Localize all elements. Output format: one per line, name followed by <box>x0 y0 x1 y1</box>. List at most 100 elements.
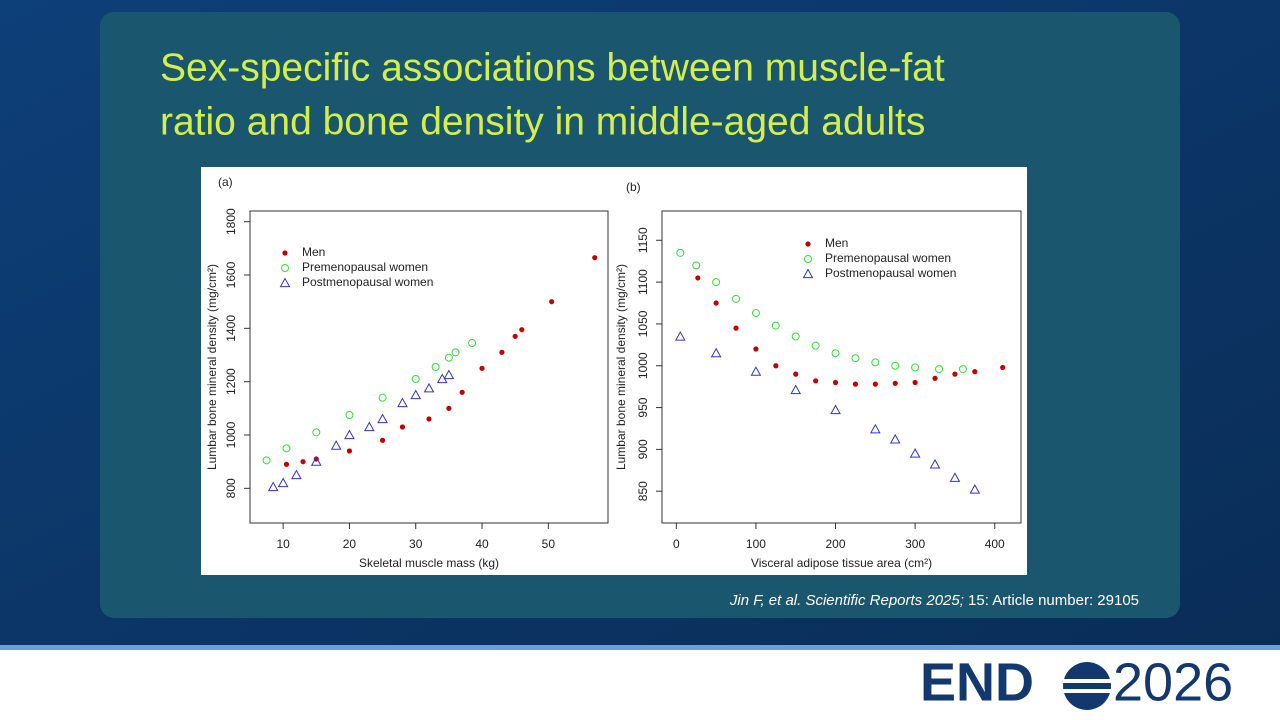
data-point <box>773 363 779 369</box>
data-point <box>549 299 555 305</box>
data-point <box>283 461 290 467</box>
legend-marker <box>281 264 289 272</box>
data-point <box>411 375 420 383</box>
data-point <box>330 440 342 450</box>
data-point <box>793 371 799 377</box>
panel-label: (b) <box>626 180 641 194</box>
data-point <box>399 424 406 430</box>
data-point <box>750 366 762 376</box>
data-point <box>710 347 722 358</box>
slide-title: ratio and bone density in middle-aged ad… <box>160 100 925 143</box>
data-point <box>972 369 978 375</box>
logo-right: 2026 <box>1113 652 1233 712</box>
citation: Jin F, et al. Scientific Reports 2025; 1… <box>729 592 1139 609</box>
x-axis-label: Skeletal muscle mass (kg) <box>359 556 499 570</box>
data-point <box>932 375 938 381</box>
citation-detail: 15: Article number: 29105 <box>964 592 1139 609</box>
y-tick-label: 900 <box>636 439 650 459</box>
data-point <box>344 429 355 440</box>
legend-marker <box>802 268 814 279</box>
data-point <box>378 393 387 402</box>
data-point <box>397 397 408 408</box>
data-point <box>949 472 961 482</box>
data-point <box>410 389 422 400</box>
legend-label: Postmenopausal women <box>302 275 433 289</box>
x-tick-label: 300 <box>905 537 925 551</box>
data-point <box>282 444 291 453</box>
y-tick-label: 1400 <box>224 315 238 342</box>
x-tick-label: 0 <box>673 537 680 551</box>
figure-background <box>201 167 1027 575</box>
data-point <box>692 261 701 270</box>
data-point <box>363 421 375 432</box>
x-tick-label: 10 <box>276 537 290 551</box>
data-point <box>291 469 302 480</box>
y-tick-label: 800 <box>224 478 238 498</box>
y-axis-label: Lumbar bone mineral density (mg/cm²) <box>614 264 628 470</box>
data-point <box>519 327 525 333</box>
data-point <box>262 456 271 465</box>
y-tick-label: 1800 <box>224 208 238 235</box>
slide-title: Sex-specific associations between muscle… <box>160 46 945 89</box>
data-point <box>909 448 921 458</box>
legend-marker <box>279 277 291 288</box>
data-point <box>345 411 354 419</box>
data-point <box>479 365 485 371</box>
y-axis-label: Lumbar bone mineral density (mg/cm²) <box>205 264 219 470</box>
y-tick-label: 1150 <box>636 227 650 253</box>
data-point <box>732 294 741 303</box>
legend-label: Postmenopausal women <box>825 266 956 280</box>
data-point <box>791 332 800 341</box>
legend-label: Men <box>825 236 848 250</box>
plot-frame <box>249 210 609 524</box>
y-tick-label: 1600 <box>224 261 238 288</box>
data-point <box>852 381 859 387</box>
data-point <box>969 484 981 494</box>
y-tick-label: 1000 <box>224 421 238 448</box>
data-point <box>444 353 453 362</box>
data-point <box>377 413 388 424</box>
panel-label: (a) <box>218 175 233 189</box>
legend-label: Men <box>302 245 325 259</box>
data-point <box>872 381 878 387</box>
data-point <box>512 333 518 339</box>
x-tick-label: 100 <box>746 537 766 551</box>
data-point <box>830 404 841 415</box>
legend-label: Premenopausal women <box>302 260 428 274</box>
logo-globe <box>1060 662 1114 710</box>
x-tick-label: 40 <box>475 537 489 551</box>
x-tick-label: 400 <box>985 537 1005 551</box>
y-tick-label: 950 <box>636 397 650 417</box>
data-point <box>892 380 898 386</box>
data-point <box>929 458 941 469</box>
data-point <box>952 371 958 377</box>
data-point <box>851 354 860 363</box>
data-point <box>891 361 900 370</box>
data-point <box>751 309 760 318</box>
data-point <box>733 325 739 331</box>
data-point <box>676 248 685 257</box>
data-point <box>713 300 719 306</box>
data-point <box>300 459 306 465</box>
data-point <box>277 477 289 488</box>
data-point <box>468 339 477 347</box>
data-point <box>871 358 880 367</box>
data-point <box>935 365 944 374</box>
data-point <box>312 428 321 437</box>
x-tick-label: 50 <box>542 537 556 551</box>
data-point <box>958 365 967 374</box>
data-point <box>912 379 918 386</box>
legend-marker <box>805 241 811 247</box>
data-point <box>459 389 465 395</box>
data-point <box>592 255 598 261</box>
x-axis-label: Visceral adipose tissue area (cm²) <box>751 556 932 570</box>
data-point <box>451 348 460 357</box>
data-point <box>499 349 505 355</box>
data-point <box>911 363 920 372</box>
data-point <box>811 341 820 350</box>
x-tick-label: 200 <box>826 537 846 551</box>
legend-marker <box>804 255 812 263</box>
citation-source: Jin F, et al. Scientific Reports 2025; <box>729 592 964 609</box>
plot-frame <box>661 210 1022 524</box>
data-point <box>379 437 386 443</box>
